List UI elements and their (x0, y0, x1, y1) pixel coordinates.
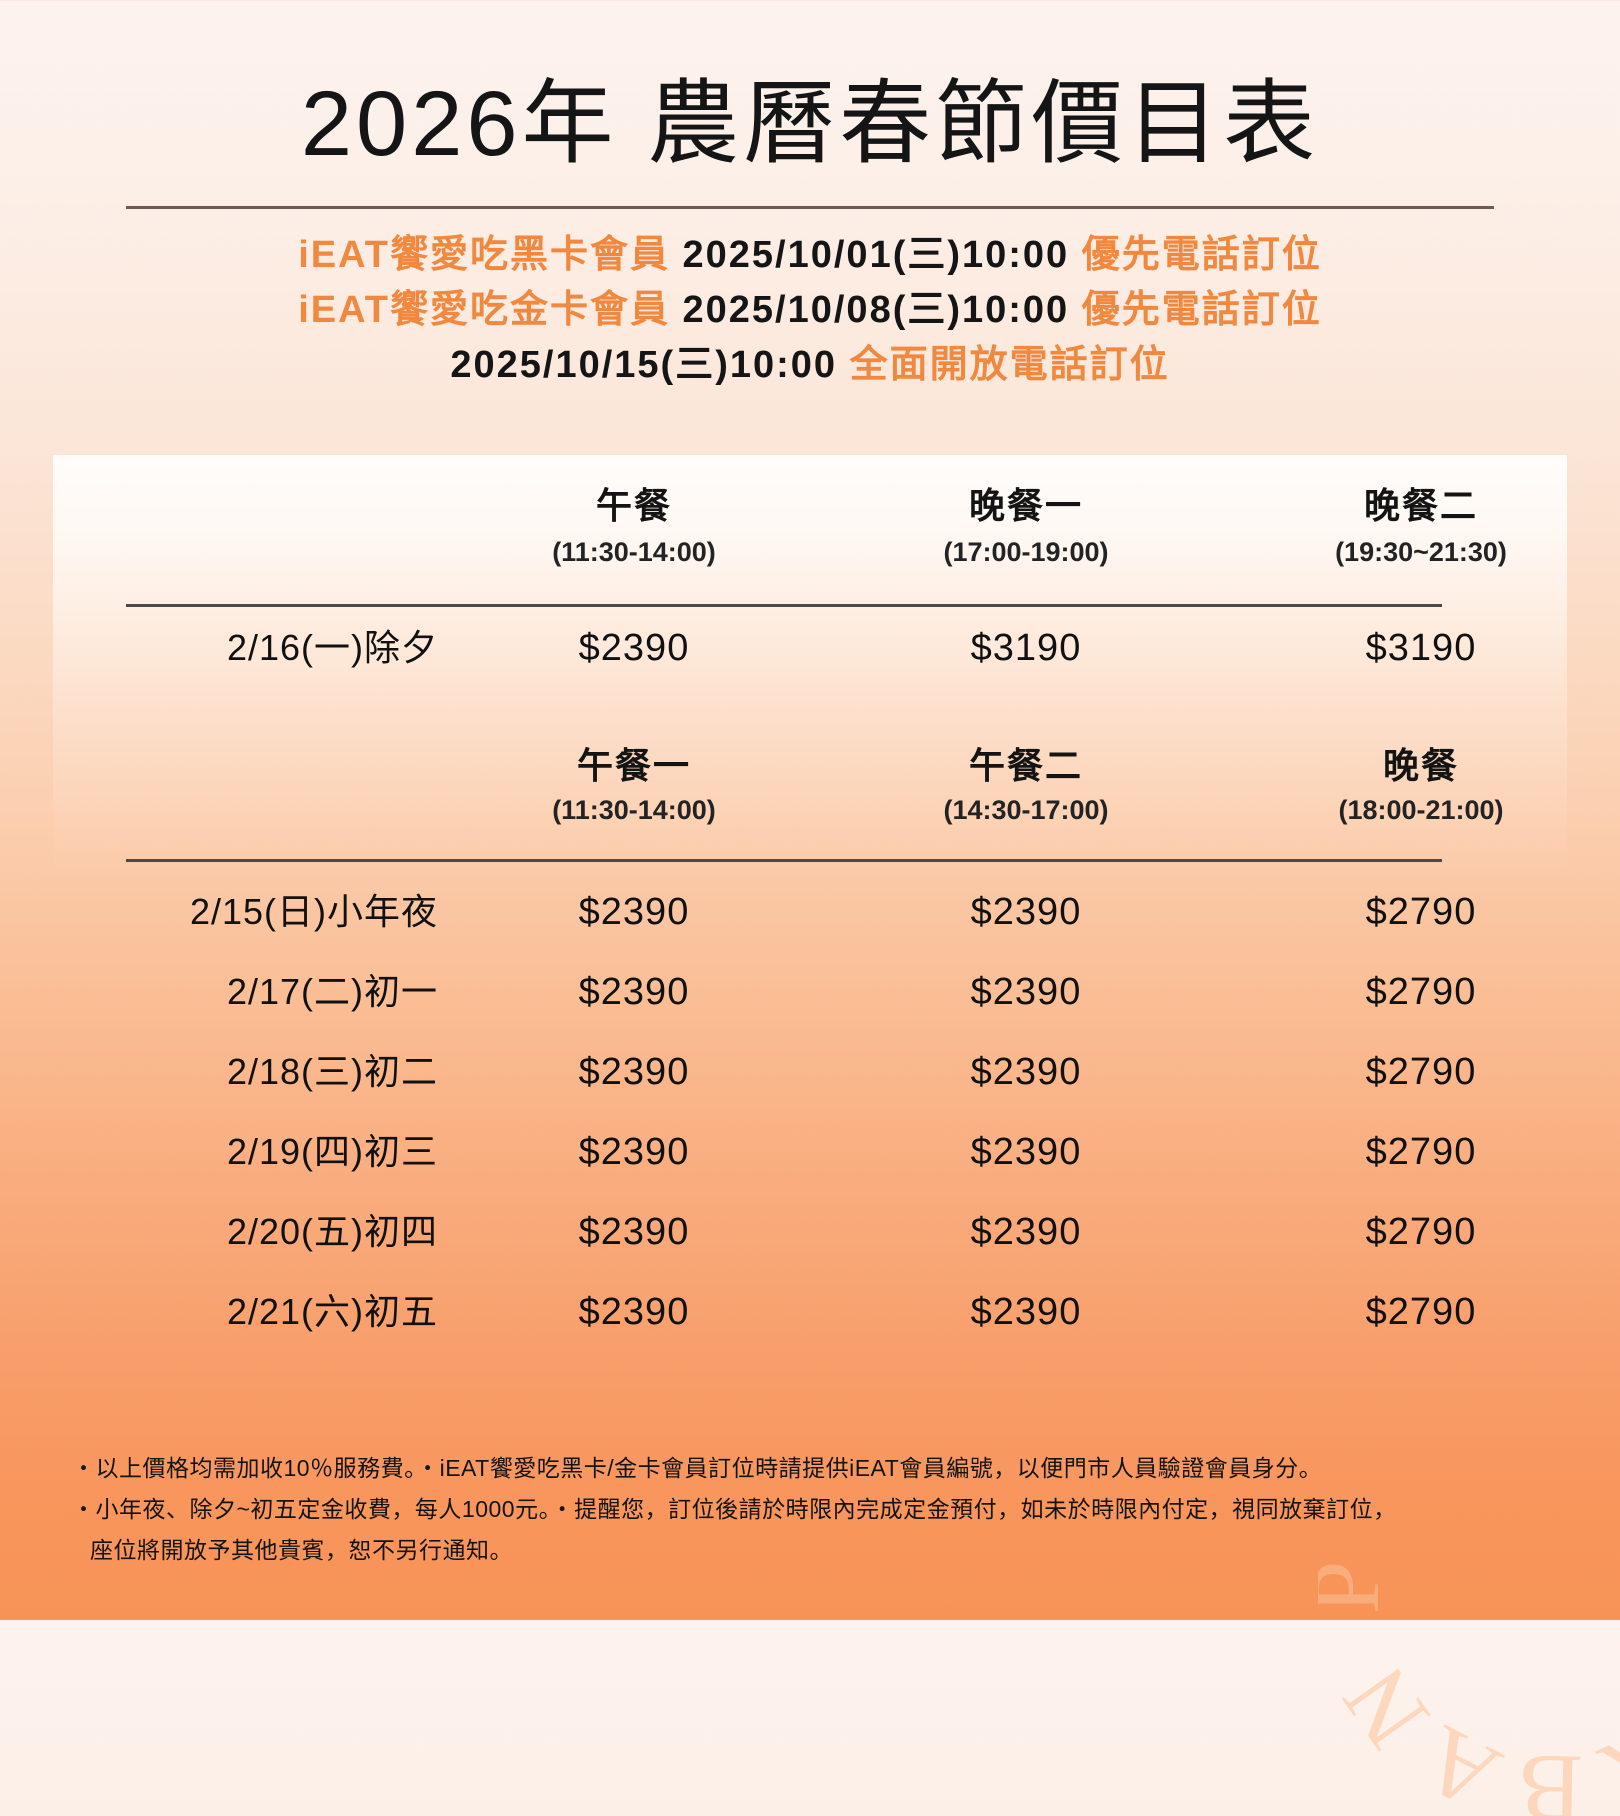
table-row: 2/19(四)初三 $2390 $2390 $2790 (0, 1128, 1620, 1176)
reservation-notice-block: iEAT饗愛吃黑卡會員 2025/10/01(三)10:00 優先電話訂位 iE… (0, 228, 1620, 393)
section1-col1-name: 午餐 (595, 485, 672, 526)
section2-header-divider (126, 859, 1442, 862)
title-divider (126, 206, 1494, 209)
row-price-col2: $2390 (970, 971, 1082, 1013)
row-price-col2: $2390 (970, 1291, 1082, 1333)
row-price-col1: $2390 (578, 627, 690, 669)
row-date-label: 2/16(一)除夕 (226, 627, 438, 668)
section2-col1-time: (11:30-14:00) (552, 795, 716, 825)
row-date-label: 2/21(六)初五 (226, 1291, 438, 1332)
public-open-action-label: 全面開放電話訂位 (849, 344, 1170, 386)
row-price-col2: $2390 (970, 1211, 1082, 1253)
row-price-col3: $3190 (1365, 627, 1477, 669)
section2-col1-name: 午餐一 (576, 745, 691, 786)
row-price-col1: $2390 (578, 1051, 690, 1093)
svg-text:URBAN PARK: URBAN PARK (1318, 1356, 1620, 1816)
row-date-label: 2/17(二)初一 (226, 971, 438, 1012)
section2-col3-time: (18:00-21:00) (1338, 795, 1504, 825)
row-price-col2: $3190 (970, 627, 1082, 669)
public-open-datetime: 2025/10/15(三)10:00 (450, 344, 850, 386)
section2-col2-name: 午餐二 (968, 745, 1083, 786)
footer-note-line-1: ・以上價格均需加收10％服務費。・iEAT饗愛吃黑卡/金卡會員訂位時請提供iEA… (72, 1455, 1323, 1481)
gold-card-action-label: 優先電話訂位 (1081, 289, 1322, 331)
section1-col1-time: (11:30-14:00) (552, 537, 716, 567)
spacer-cell (0, 532, 438, 572)
row-price-col1: $2390 (578, 1211, 690, 1253)
row-price-col3: $2790 (1365, 891, 1477, 933)
table-row: 2/15(日)小年夜 $2390 $2390 $2790 (0, 888, 1620, 936)
spacer-cell (0, 790, 438, 830)
section1-col3-time: (19:30~21:30) (1335, 537, 1507, 567)
section1-col3-name: 晚餐二 (1363, 485, 1478, 526)
black-card-member-label: iEAT饗愛吃黑卡會員 (298, 234, 670, 276)
gold-card-open-datetime: 2025/10/08(三)10:00 (669, 289, 1082, 331)
section2-header-times: (11:30-14:00) (14:30-17:00) (18:00-21:00… (0, 790, 1620, 830)
black-card-open-datetime: 2025/10/01(三)10:00 (669, 234, 1082, 276)
row-price-col3: $2790 (1365, 1291, 1477, 1333)
row-price-col1: $2390 (578, 891, 690, 933)
table-row: 2/17(二)初一 $2390 $2390 $2790 (0, 968, 1620, 1016)
row-price-col1: $2390 (578, 1291, 690, 1333)
page-title: 2026年 農曆春節價目表 (300, 73, 1320, 175)
section1-col2-time: (17:00-19:00) (943, 537, 1109, 567)
section2-col2-time: (14:30-17:00) (943, 795, 1109, 825)
row-price-col1: $2390 (578, 1131, 690, 1173)
urban-park-watermark: URBAN PARK (1318, 1356, 1620, 1816)
row-date-label: 2/20(五)初四 (226, 1211, 438, 1252)
section1-col2-name: 晚餐一 (968, 485, 1083, 526)
row-price-col2: $2390 (970, 891, 1082, 933)
row-date-label: 2/15(日)小年夜 (189, 891, 438, 932)
spacer-cell (0, 485, 438, 527)
row-date-label: 2/18(三)初二 (226, 1051, 438, 1092)
section1-header-names: 午餐 晚餐一 晚餐二 (0, 485, 1620, 527)
row-date-label: 2/19(四)初三 (226, 1131, 438, 1172)
row-price-col3: $2790 (1365, 971, 1477, 1013)
reservation-notice-line-3: 2025/10/15(三)10:00 全面開放電話訂位 (0, 338, 1620, 393)
row-price-col3: $2790 (1365, 1131, 1477, 1173)
section1-header-divider (126, 604, 1442, 607)
table-row: 2/18(三)初二 $2390 $2390 $2790 (0, 1048, 1620, 1096)
footer-note-line-3: 座位將開放予其他貴賓，恕不另行通知。 (90, 1537, 513, 1563)
row-price-col3: $2790 (1365, 1211, 1477, 1253)
footer-note-line-2: ・小年夜、除夕~初五定金收費，每人1000元。・提醒您，訂位後請於時限內完成定金… (72, 1496, 1397, 1522)
table-row: 2/21(六)初五 $2390 $2390 $2790 (0, 1288, 1620, 1336)
row-price-col3: $2790 (1365, 1051, 1477, 1093)
section2-col3-name: 晚餐 (1382, 745, 1459, 786)
gold-card-member-label: iEAT饗愛吃金卡會員 (298, 289, 670, 331)
row-price-col2: $2390 (970, 1051, 1082, 1093)
reservation-notice-line-2: iEAT饗愛吃金卡會員 2025/10/08(三)10:00 優先電話訂位 (0, 283, 1620, 338)
table-row: 2/16(一)除夕 $2390 $3190 $3190 (0, 624, 1620, 672)
black-card-action-label: 優先電話訂位 (1081, 234, 1322, 276)
reservation-notice-line-1: iEAT饗愛吃黑卡會員 2025/10/01(三)10:00 優先電話訂位 (0, 228, 1620, 283)
watermark-text: URBAN PARK (1318, 1356, 1620, 1816)
table-row: 2/20(五)初四 $2390 $2390 $2790 (0, 1208, 1620, 1256)
section2-header-names: 午餐一 午餐二 晚餐 (0, 745, 1620, 787)
row-price-col1: $2390 (578, 971, 690, 1013)
footer-notes: ・以上價格均需加收10％服務費。・iEAT饗愛吃黑卡/金卡會員訂位時請提供iEA… (0, 1448, 1620, 1571)
row-price-col2: $2390 (970, 1131, 1082, 1173)
section1-header-times: (11:30-14:00) (17:00-19:00) (19:30~21:30… (0, 532, 1620, 572)
spacer-cell (0, 745, 438, 787)
